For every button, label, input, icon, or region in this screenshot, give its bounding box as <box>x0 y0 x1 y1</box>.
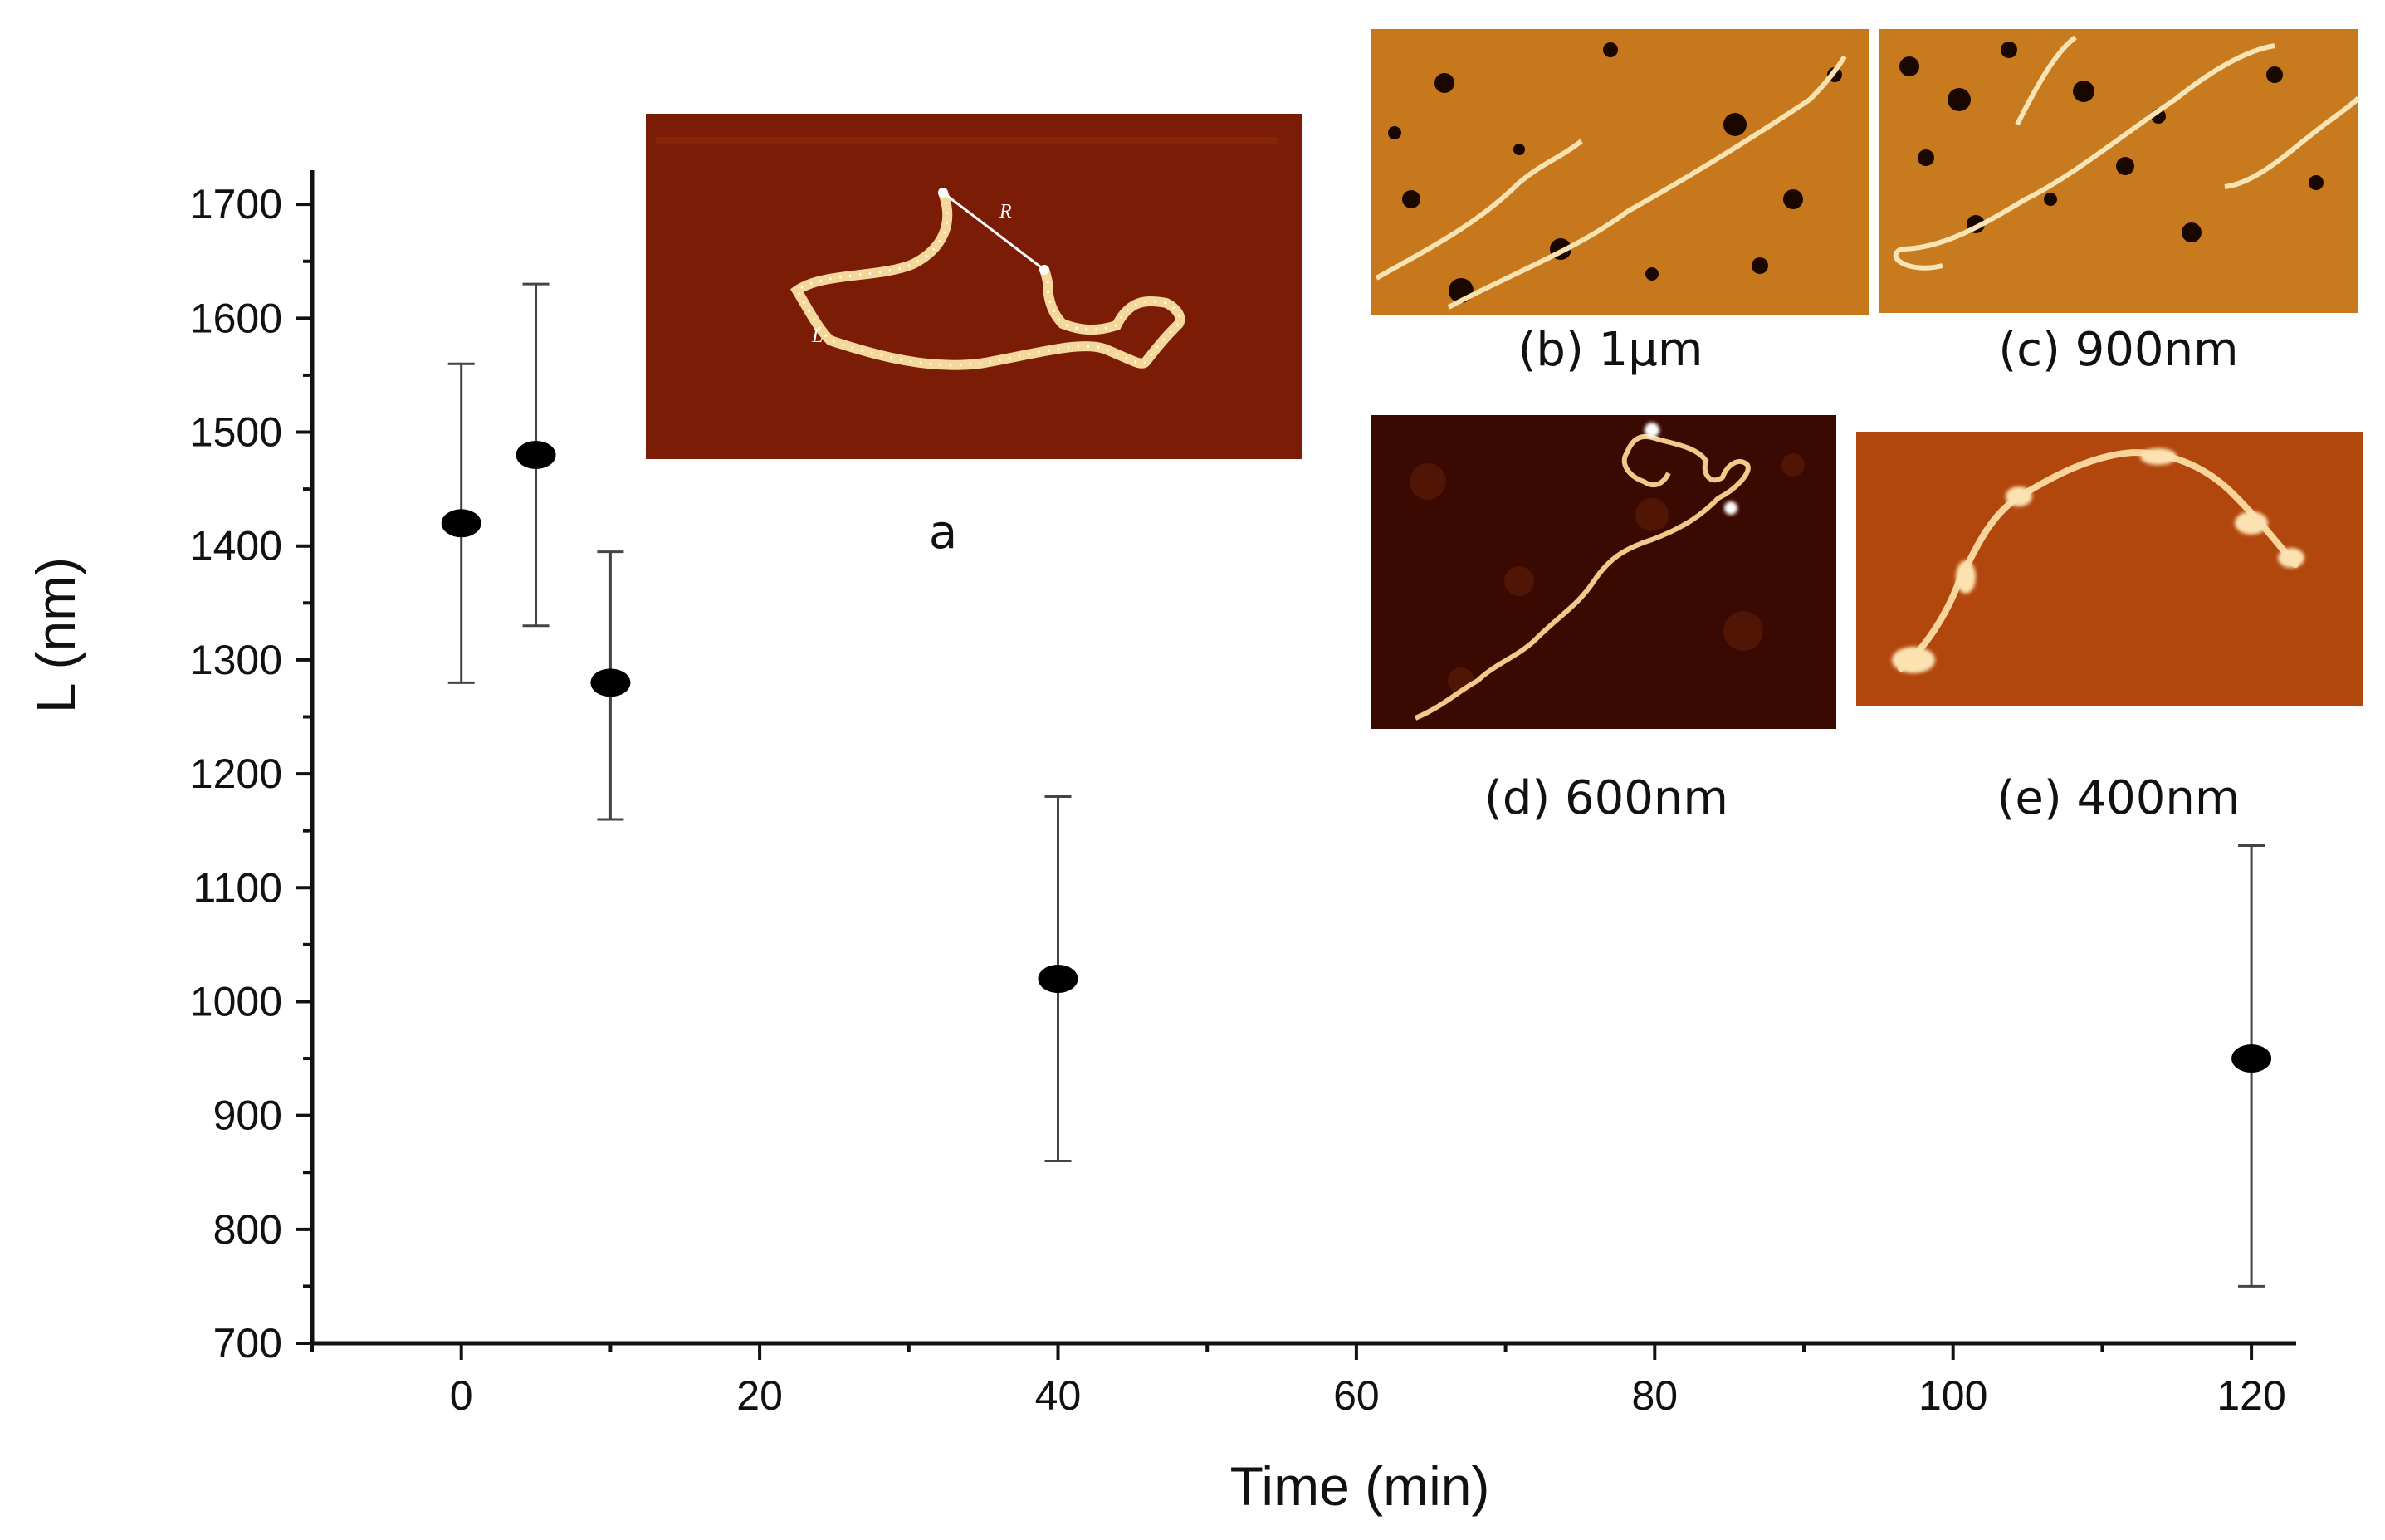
inset-c: (c) 900nm <box>1879 29 2361 377</box>
inset-d-blob <box>1645 423 1659 438</box>
inset-a-caption: a <box>929 506 957 560</box>
inset-b: (b) 1μm <box>1371 29 1869 377</box>
x-axis-label: Time (min) <box>1230 1455 1490 1517</box>
y-tick-label: 1500 <box>190 409 282 456</box>
data-point <box>441 509 481 538</box>
y-tick-label: 1400 <box>190 523 282 570</box>
y-tick-label: 1200 <box>190 750 282 797</box>
x-ticks: 0 20 40 60 80 100 120 <box>310 1343 2286 1419</box>
inset-e-strand <box>1898 448 2299 672</box>
inset-d-strand <box>1414 433 1751 721</box>
inset-c-strand <box>2015 35 2077 126</box>
inset-a-image <box>646 114 1302 459</box>
inset-c-strand <box>2224 95 2361 189</box>
y-tick-label: 1600 <box>190 295 282 341</box>
inset-a-texture <box>656 137 1278 144</box>
inset-d: (d) 600nm <box>1371 415 1836 825</box>
inset-e-blob <box>1892 647 1935 673</box>
inset-a-R-label: R <box>999 201 1012 222</box>
y-tick-label: 700 <box>213 1320 282 1366</box>
x-tick-label: 80 <box>1631 1372 1678 1419</box>
inset-e-image <box>1856 432 2363 706</box>
x-tick-label: 60 <box>1333 1372 1380 1419</box>
inset-a-end-to-end-line <box>942 191 1045 271</box>
inset-e-blob <box>2235 511 2268 535</box>
inset-a-end-marker <box>938 188 948 198</box>
inset-d-blob <box>1724 501 1737 515</box>
inset-e-blob <box>2278 548 2304 568</box>
data-point <box>1038 965 1078 994</box>
inset-a-L-label: L <box>811 325 823 347</box>
data-point <box>2231 1044 2272 1073</box>
data-point <box>516 440 556 469</box>
inset-c-caption: (c) 900nm <box>1998 323 2238 377</box>
y-tick-label: 1700 <box>190 181 282 227</box>
inset-e-blob <box>2140 448 2177 465</box>
inset-c-pits <box>1899 42 2324 242</box>
inset-d-image <box>1371 415 1836 729</box>
x-tick-label: 0 <box>450 1372 473 1419</box>
y-tick-label: 1100 <box>193 864 282 911</box>
inset-e-blob <box>1956 560 1976 594</box>
inset-b-strand <box>1447 55 1847 310</box>
inset-a: R L a <box>646 114 1302 560</box>
inset-e-caption: (e) 400nm <box>1997 771 2241 825</box>
inset-d-texture <box>1410 453 1805 694</box>
inset-e: (e) 400nm <box>1856 432 2363 825</box>
inset-a-strand <box>790 188 1185 370</box>
inset-e-blob <box>2006 486 2032 506</box>
y-ticks: 700 800 900 1000 1100 1200 1300 1400 1500 1600 170… <box>190 181 312 1366</box>
x-tick-label: 120 <box>2216 1372 2285 1419</box>
y-tick-label: 1300 <box>190 637 282 683</box>
y-axis-label: L (nm) <box>25 557 86 713</box>
x-tick-label: 40 <box>1035 1372 1082 1419</box>
inset-a-end-marker <box>1039 265 1049 275</box>
data-points <box>441 440 2272 1073</box>
inset-b-image <box>1371 29 1869 315</box>
inset-b-caption: (b) 1μm <box>1518 323 1703 377</box>
y-tick-label: 900 <box>213 1093 282 1139</box>
y-tick-label: 800 <box>213 1206 282 1253</box>
data-point <box>590 668 631 697</box>
x-tick-label: 20 <box>736 1372 783 1419</box>
x-tick-label: 100 <box>1918 1372 1987 1419</box>
inset-c-strand <box>1893 43 2275 271</box>
inset-b-strand <box>1375 139 1583 281</box>
y-tick-label: 1000 <box>190 978 282 1024</box>
inset-d-caption: (d) 600nm <box>1484 771 1728 825</box>
axes <box>310 170 2296 1346</box>
